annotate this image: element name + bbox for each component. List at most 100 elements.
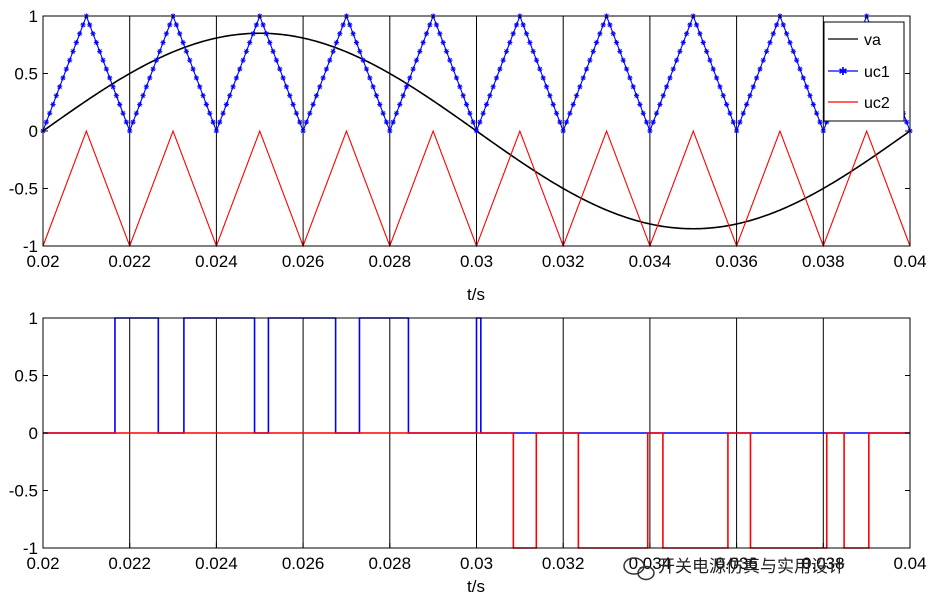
x-tick-label: 0.036 bbox=[715, 252, 758, 271]
series-uc1-marker bbox=[727, 110, 733, 116]
y-tick-label: 0 bbox=[29, 424, 38, 443]
series-uc1-marker bbox=[227, 93, 233, 99]
series-uc1-marker bbox=[473, 128, 480, 134]
series-uc1-marker bbox=[433, 22, 440, 28]
series-uc1-marker bbox=[73, 39, 79, 46]
x-tick-label: 0.02 bbox=[26, 252, 59, 271]
legend-label-uc2: uc2 bbox=[864, 95, 890, 112]
series-uc1-marker bbox=[597, 31, 603, 37]
series-uc1-marker bbox=[757, 66, 763, 72]
series-uc1-marker bbox=[130, 119, 136, 125]
series-uc1-marker bbox=[383, 119, 390, 125]
series-uc1-marker bbox=[43, 119, 49, 125]
series-uc1-marker bbox=[217, 119, 223, 125]
series-uc1-marker bbox=[127, 128, 133, 134]
series-uc1-marker bbox=[643, 119, 650, 125]
series-uc1-marker bbox=[477, 119, 483, 125]
series-uc1-marker bbox=[507, 39, 513, 46]
series-uc1-marker bbox=[283, 84, 290, 90]
watermark-text: 开关电源仿真与实用设计 bbox=[658, 557, 845, 577]
series-uc1-marker bbox=[677, 48, 683, 54]
legend-label-va: va bbox=[864, 32, 881, 49]
top-ticks: 0.02 0.022 0.024 0.026 0.028 0.03 0.032 0.034 0.… bbox=[9, 7, 927, 271]
series-uc1-marker bbox=[187, 57, 193, 63]
series-uc1-marker bbox=[820, 128, 826, 134]
series-uc1-marker bbox=[683, 31, 690, 37]
series-uc1-marker bbox=[240, 57, 246, 63]
series-uc1-marker bbox=[370, 84, 376, 90]
series-uc1-marker bbox=[237, 66, 243, 72]
x-tick-label: 0.024 bbox=[195, 252, 238, 271]
series-uc1-marker bbox=[790, 48, 796, 54]
series-uc1-marker bbox=[323, 66, 330, 72]
series-uc1-marker bbox=[760, 57, 766, 63]
series-uc1-marker bbox=[113, 93, 119, 99]
series-uc1-marker bbox=[123, 119, 129, 125]
series-uc1-marker bbox=[487, 93, 493, 99]
series-uc1-marker bbox=[167, 22, 173, 28]
series-uc1-marker bbox=[800, 75, 806, 81]
series-uc1-marker bbox=[363, 66, 370, 72]
series-uc1-marker bbox=[717, 84, 723, 90]
series-uc1-marker bbox=[377, 101, 383, 108]
x-tick-label: 0.032 bbox=[542, 252, 585, 271]
series-uc1-marker bbox=[63, 66, 69, 72]
series-uc1-marker bbox=[397, 101, 403, 108]
series-uc1-marker bbox=[80, 22, 86, 28]
series-uc1-marker bbox=[807, 93, 813, 99]
x-tick-label: 0.034 bbox=[629, 252, 672, 271]
series-uc1-marker bbox=[330, 48, 336, 54]
series-uc1-marker bbox=[90, 31, 96, 37]
series-uc1-marker bbox=[567, 110, 573, 116]
y-tick-label: 1 bbox=[29, 7, 38, 26]
series-uc1-marker bbox=[143, 84, 149, 90]
series-uc1-marker bbox=[650, 119, 656, 125]
series-uc1-marker bbox=[607, 22, 613, 28]
series-uc1-marker bbox=[87, 22, 93, 28]
series-uc1-marker bbox=[243, 48, 250, 54]
series-uc1-marker bbox=[443, 48, 450, 54]
series-uc1-marker bbox=[700, 39, 706, 46]
series-uc1-marker bbox=[153, 57, 159, 63]
series-uc1-marker bbox=[147, 75, 153, 81]
bottom-axes: 0.02 0.022 0.024 0.026 0.028 0.03 0.032 0.034 0.… bbox=[9, 309, 927, 596]
y-tick-label: 1 bbox=[29, 309, 38, 328]
series-uc1-marker bbox=[413, 57, 420, 63]
x-tick-label: 0.028 bbox=[369, 554, 412, 573]
x-tick-label: 0.03 bbox=[460, 554, 493, 573]
series-uc1-marker bbox=[307, 110, 313, 116]
series-uc1-marker bbox=[230, 84, 236, 90]
series-uc1-marker bbox=[317, 84, 323, 90]
series-uc1-marker bbox=[107, 75, 113, 81]
series-uc1-marker bbox=[67, 57, 73, 63]
series-uc1-marker bbox=[593, 39, 600, 46]
series-uc1-marker bbox=[764, 48, 770, 54]
legend-label-uc1: uc1 bbox=[864, 64, 890, 81]
series-uc1-marker bbox=[774, 22, 780, 28]
series-uc1-marker bbox=[560, 128, 566, 134]
series-uc1-marker bbox=[197, 84, 203, 90]
wechat-logo-icon bbox=[623, 557, 655, 581]
series-uc1-marker bbox=[327, 57, 333, 63]
series-uc1-marker bbox=[640, 110, 646, 116]
top-series bbox=[40, 13, 913, 248]
series-uc1-marker bbox=[97, 48, 103, 54]
series-uc1-marker bbox=[250, 31, 256, 37]
series-uc1-marker bbox=[303, 119, 310, 125]
series-uc1-marker bbox=[213, 128, 219, 134]
series-uc1-marker bbox=[467, 110, 473, 116]
series-uc1-marker bbox=[670, 66, 676, 72]
series-uc1-marker bbox=[550, 101, 556, 108]
series-uc1-marker bbox=[637, 101, 643, 108]
x-tick-label: 0.04 bbox=[893, 252, 926, 271]
series-uc1-marker bbox=[780, 22, 786, 28]
series-uc1-marker bbox=[157, 48, 163, 54]
series-uc1-marker bbox=[817, 119, 823, 125]
series-uc1-marker bbox=[423, 31, 430, 37]
series-uc1-marker bbox=[814, 110, 820, 116]
series-uc1-marker bbox=[904, 119, 910, 125]
series-uc1-marker bbox=[563, 119, 570, 125]
series-uc1-marker bbox=[620, 57, 626, 63]
series-uc1-marker bbox=[407, 75, 413, 81]
series-uc1-marker bbox=[500, 57, 506, 63]
